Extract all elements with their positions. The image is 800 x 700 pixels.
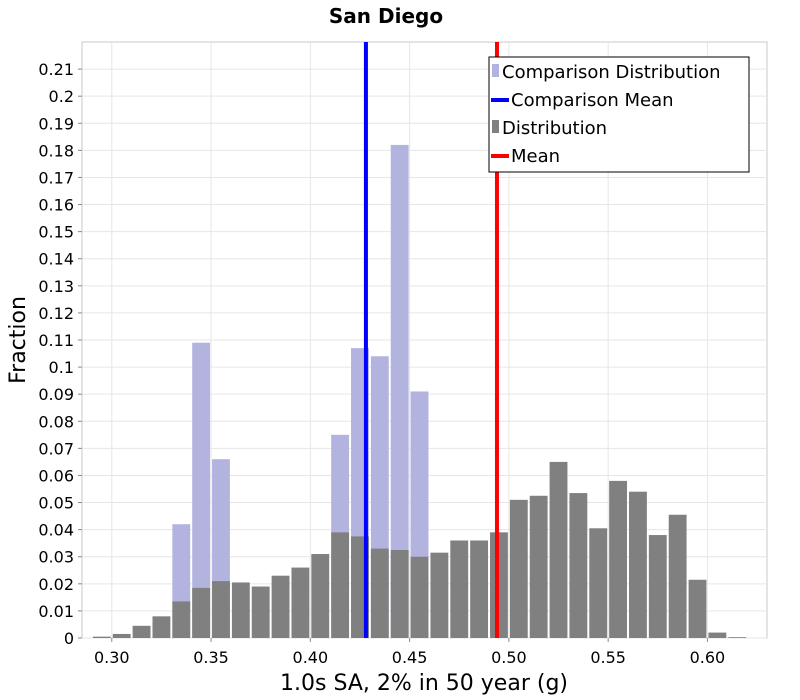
y-tick-label: 0.03: [38, 548, 74, 567]
distribution-bar: [728, 637, 747, 638]
distribution-bar: [331, 532, 350, 638]
legend-swatch-mean: [491, 154, 509, 158]
y-tick-label: 0: [64, 629, 74, 648]
legend-label-distribution: Distribution: [502, 118, 607, 139]
y-tick-label: 0.11: [38, 331, 74, 350]
y-tick-label: 0.08: [38, 412, 74, 431]
y-axis-ticks: 0 0.01 0.02 0.03 0.04 0.05 0.06 0.07 0.08 0.09 0.1…: [38, 60, 82, 648]
x-tick-label: 0.60: [690, 648, 726, 667]
distribution-bar: [231, 582, 250, 638]
legend-swatch-comparison-mean: [491, 98, 509, 102]
y-tick-label: 0.06: [38, 466, 74, 485]
distribution-bar: [529, 495, 548, 638]
y-tick-label: 0.12: [38, 304, 74, 323]
legend: Comparison Distribution Comparison Mean …: [488, 56, 750, 173]
distribution-bar: [311, 554, 330, 638]
distribution-bar: [192, 587, 211, 638]
y-tick-label: 0.05: [38, 494, 74, 513]
y-tick-label: 0.19: [38, 114, 74, 133]
distribution-bar: [509, 499, 528, 638]
distribution-bar: [609, 480, 628, 638]
distribution-bar: [152, 616, 171, 638]
distribution-bar: [271, 575, 290, 638]
distribution-bar: [569, 493, 588, 638]
distribution-bars: [92, 461, 747, 638]
chart-title: San Diego: [329, 4, 443, 28]
y-axis-label: Fraction: [6, 296, 31, 384]
distribution-bar: [708, 632, 727, 638]
distribution-bar: [470, 540, 489, 638]
distribution-bar: [251, 586, 270, 638]
y-tick-label: 0.17: [38, 168, 74, 187]
distribution-bar: [589, 528, 608, 638]
y-tick-label: 0.04: [38, 521, 74, 540]
y-tick-label: 0.1: [49, 358, 74, 377]
distribution-bar: [629, 491, 647, 638]
x-tick-label: 0.50: [491, 648, 527, 667]
y-tick-label: 0.18: [38, 141, 74, 160]
legend-swatch-comparison-distribution: [492, 64, 499, 77]
legend-swatch-distribution: [492, 120, 499, 133]
distribution-bar: [172, 601, 191, 638]
x-tick-label: 0.45: [392, 648, 428, 667]
x-tick-label: 0.35: [193, 648, 229, 667]
distribution-bar: [291, 567, 310, 638]
distribution-bar: [112, 633, 131, 638]
distribution-bar: [549, 461, 568, 638]
distribution-bar: [390, 549, 409, 638]
y-tick-label: 0.09: [38, 385, 74, 404]
y-tick-label: 0.02: [38, 575, 74, 594]
y-tick-label: 0.2: [49, 87, 74, 106]
distribution-bar: [212, 581, 230, 638]
distribution-bar: [410, 556, 429, 638]
distribution-bar: [370, 548, 389, 638]
distribution-bar: [648, 535, 667, 638]
x-axis-label: 1.0s SA, 2% in 50 year (g): [280, 671, 568, 696]
x-tick-label: 0.30: [94, 648, 130, 667]
distribution-bar: [92, 636, 111, 638]
y-tick-label: 0.16: [38, 196, 74, 215]
distribution-bar: [450, 540, 469, 638]
legend-label-mean: Mean: [511, 146, 560, 167]
legend-label-comparison-distribution: Comparison Distribution: [502, 62, 721, 83]
distribution-bar: [430, 552, 449, 638]
y-tick-label: 0.07: [38, 439, 74, 458]
legend-label-comparison-mean: Comparison Mean: [511, 90, 674, 111]
comparison-distribution-bar: [192, 342, 211, 638]
y-tick-label: 0.14: [38, 250, 74, 269]
y-tick-label: 0.21: [38, 60, 74, 79]
y-tick-label: 0.01: [38, 602, 74, 621]
y-tick-label: 0.13: [38, 277, 74, 296]
distribution-bar: [668, 514, 687, 638]
x-tick-label: 0.40: [293, 648, 329, 667]
x-tick-label: 0.55: [590, 648, 626, 667]
legend-box: [488, 56, 750, 173]
y-tick-label: 0.15: [38, 223, 74, 242]
x-axis-ticks: 0.30 0.35 0.40 0.45 0.50 0.55 0.60: [94, 638, 725, 667]
comparison-distribution-bar: [390, 144, 409, 639]
distribution-bar: [132, 625, 151, 638]
distribution-bar: [688, 579, 707, 638]
